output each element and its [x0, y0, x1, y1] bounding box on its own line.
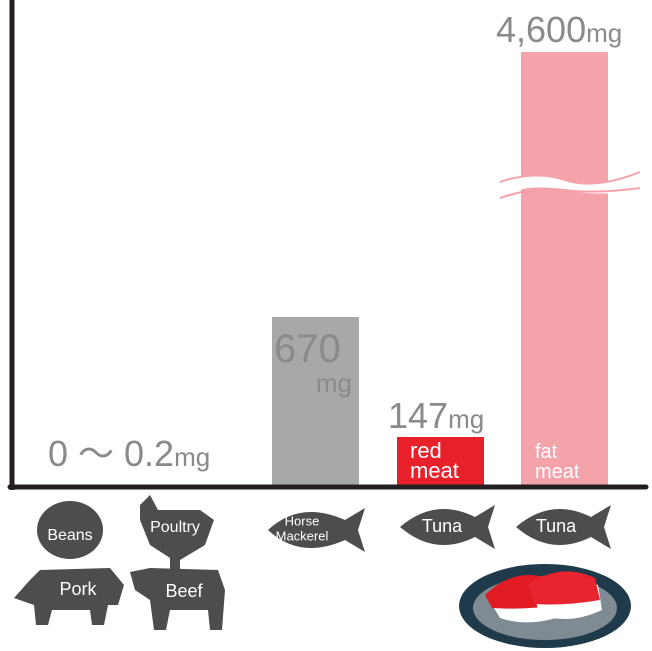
- food-label: Poultry: [150, 519, 200, 536]
- poultry-icon: [140, 495, 214, 570]
- fish-icon: [400, 505, 495, 549]
- food-label: Tuna: [536, 516, 577, 536]
- bean-icon: [37, 501, 103, 559]
- beef-icon: [130, 568, 225, 630]
- value-number: 0 ～ 0.2: [48, 433, 174, 474]
- bar-tuna-fat: [521, 52, 608, 487]
- bar-label: meat: [535, 461, 580, 483]
- food-label: Beef: [165, 581, 203, 601]
- bar-tuna-red: [397, 437, 484, 487]
- fish-icon: [516, 505, 611, 549]
- food-label: Horse: [285, 513, 320, 528]
- food-label: Beans: [47, 527, 92, 544]
- pork-icon: [14, 568, 124, 625]
- bar-label: meat: [410, 458, 459, 483]
- food-label: Tuna: [422, 516, 463, 536]
- value-unit: mg: [586, 18, 622, 48]
- value-unit: mg: [316, 368, 352, 398]
- fish-icon: [268, 508, 365, 552]
- bar-horse-mackerel: [272, 317, 359, 487]
- value-unit: mg: [174, 442, 210, 472]
- food-label: Pork: [59, 579, 97, 599]
- bar-label: red: [410, 438, 442, 463]
- bar-label: fat: [535, 441, 558, 463]
- value: 0 ～ 0.2mg: [48, 433, 210, 474]
- value-unit: mg: [448, 404, 484, 434]
- food-label: Mackerel: [276, 528, 329, 543]
- sushi-tuna: [528, 571, 600, 605]
- value: 4,600mg: [496, 9, 622, 50]
- value-number: 670: [274, 327, 341, 371]
- value-number: 147: [388, 395, 448, 436]
- axis-break-line: [499, 171, 641, 199]
- value-number: 4,600: [496, 9, 586, 50]
- value: 147mg: [388, 395, 484, 436]
